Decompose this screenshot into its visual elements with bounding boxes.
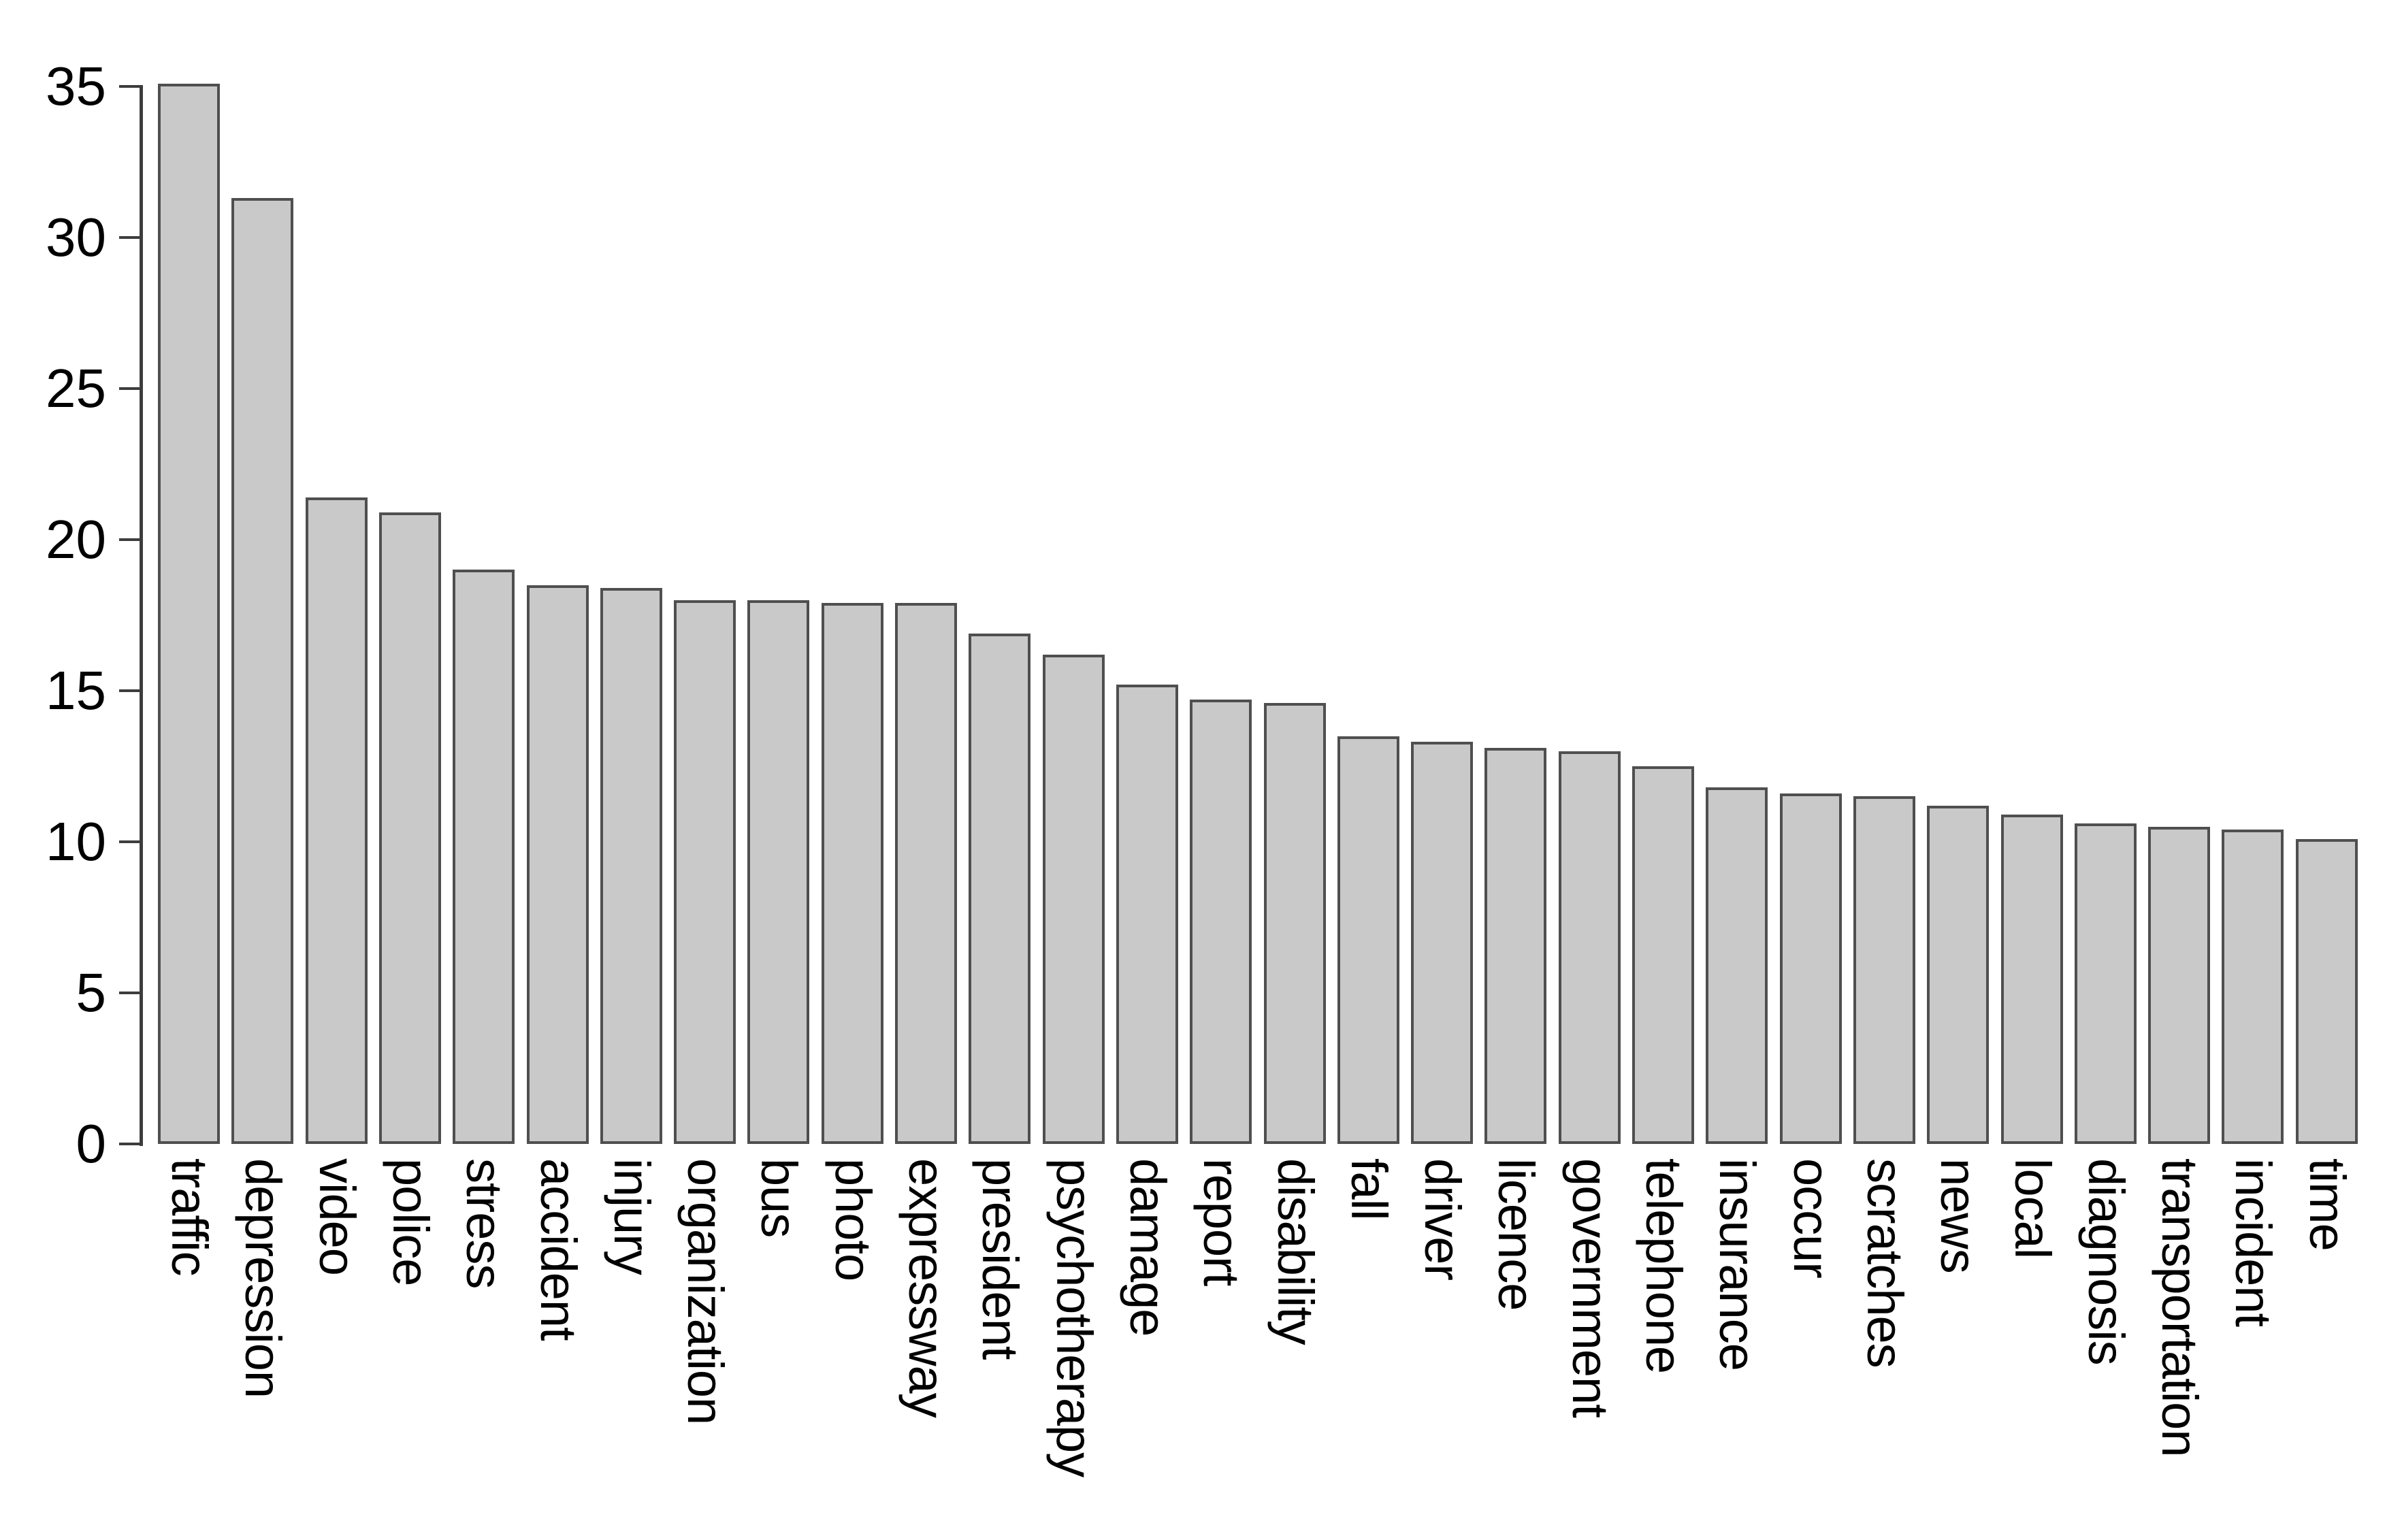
x-label-text: telephone xyxy=(1636,1158,1692,1374)
y-tick-label-5: 5 xyxy=(76,962,107,1023)
x-label-text: organization xyxy=(677,1158,734,1425)
y-axis-line xyxy=(140,85,143,1146)
bar-accident xyxy=(527,585,589,1144)
x-label-text: scratches xyxy=(1857,1158,1913,1368)
bar-insurance xyxy=(1706,787,1768,1144)
bar-photo xyxy=(822,603,883,1144)
x-label-text: occur xyxy=(1783,1158,1840,1278)
y-tick-mark-10 xyxy=(119,840,140,843)
x-label-text: injury xyxy=(604,1158,660,1275)
y-tick-label-25: 25 xyxy=(46,358,106,419)
x-label-text: president xyxy=(972,1158,1028,1360)
bar-local xyxy=(2001,815,2063,1144)
bar-disability xyxy=(1264,703,1326,1144)
x-label-text: fall xyxy=(1341,1158,1397,1220)
y-tick-mark-5 xyxy=(119,992,140,994)
x-label-text: video xyxy=(309,1158,366,1275)
x-label-text: incident xyxy=(2225,1158,2282,1327)
x-label-text: accident xyxy=(530,1158,587,1341)
bar-video xyxy=(306,497,368,1144)
x-label-text: depression xyxy=(235,1158,291,1398)
bar-transportation xyxy=(2148,827,2210,1144)
y-tick-label-15: 15 xyxy=(46,660,106,721)
x-label-text: government xyxy=(1562,1158,1619,1418)
x-label-text: disability xyxy=(1267,1158,1324,1345)
x-label-text: damage xyxy=(1120,1158,1176,1337)
bar-occur xyxy=(1780,793,1842,1144)
bar-police xyxy=(379,512,441,1144)
x-label-text: stress xyxy=(456,1158,513,1289)
x-label-text: psychotherapy xyxy=(1046,1158,1103,1477)
x-label-text: news xyxy=(1930,1158,1987,1273)
y-tick-mark-0 xyxy=(119,1143,140,1145)
y-tick-mark-30 xyxy=(119,236,140,239)
y-tick-mark-20 xyxy=(119,538,140,541)
bar-damage xyxy=(1116,685,1178,1144)
x-label-text: traffic xyxy=(161,1158,218,1276)
x-label-text: police xyxy=(383,1158,439,1286)
x-label-text: bus xyxy=(751,1158,807,1238)
bar-report xyxy=(1190,700,1252,1144)
y-tick-label-20: 20 xyxy=(46,509,106,570)
bar-organization xyxy=(674,600,736,1144)
y-tick-label-10: 10 xyxy=(46,811,106,872)
y-tick-label-0: 0 xyxy=(76,1113,107,1174)
y-tick-mark-35 xyxy=(119,85,140,88)
x-label-text: licence xyxy=(1488,1158,1544,1311)
bar-incident xyxy=(2222,830,2284,1144)
bar-bus xyxy=(747,600,809,1144)
bar-expressway xyxy=(895,603,957,1144)
bar-scratches xyxy=(1853,796,1915,1144)
x-label-text: report xyxy=(1193,1158,1250,1286)
x-label-text: expressway xyxy=(898,1158,955,1418)
y-tick-label-35: 35 xyxy=(46,56,106,116)
bar-licence xyxy=(1484,748,1546,1144)
y-tick-mark-25 xyxy=(119,387,140,390)
x-label-text: insurance xyxy=(1709,1158,1766,1371)
bar-diagnosis xyxy=(2075,823,2137,1144)
bar-president xyxy=(969,634,1030,1144)
y-tick-label-30: 30 xyxy=(46,207,106,267)
bar-injury xyxy=(600,588,662,1144)
bar-time xyxy=(2296,839,2358,1144)
bar-stress xyxy=(453,570,515,1144)
bar-traffic xyxy=(158,84,220,1144)
y-tick-mark-15 xyxy=(119,689,140,692)
x-label-text: time xyxy=(2299,1158,2356,1251)
x-label-text: transportation xyxy=(2152,1158,2208,1457)
x-label-text: driver xyxy=(1414,1158,1471,1281)
x-label-text: photo xyxy=(825,1158,881,1281)
x-label-text: local xyxy=(2005,1158,2061,1259)
bar-driver xyxy=(1411,742,1473,1144)
x-label-text: diagnosis xyxy=(2078,1158,2135,1365)
bar-news xyxy=(1927,806,1989,1144)
bar-government xyxy=(1559,751,1621,1144)
bar-fall xyxy=(1337,736,1399,1144)
bar-psychotherapy xyxy=(1043,655,1105,1144)
bar-depression xyxy=(231,198,293,1144)
bar-telephone xyxy=(1632,766,1694,1144)
